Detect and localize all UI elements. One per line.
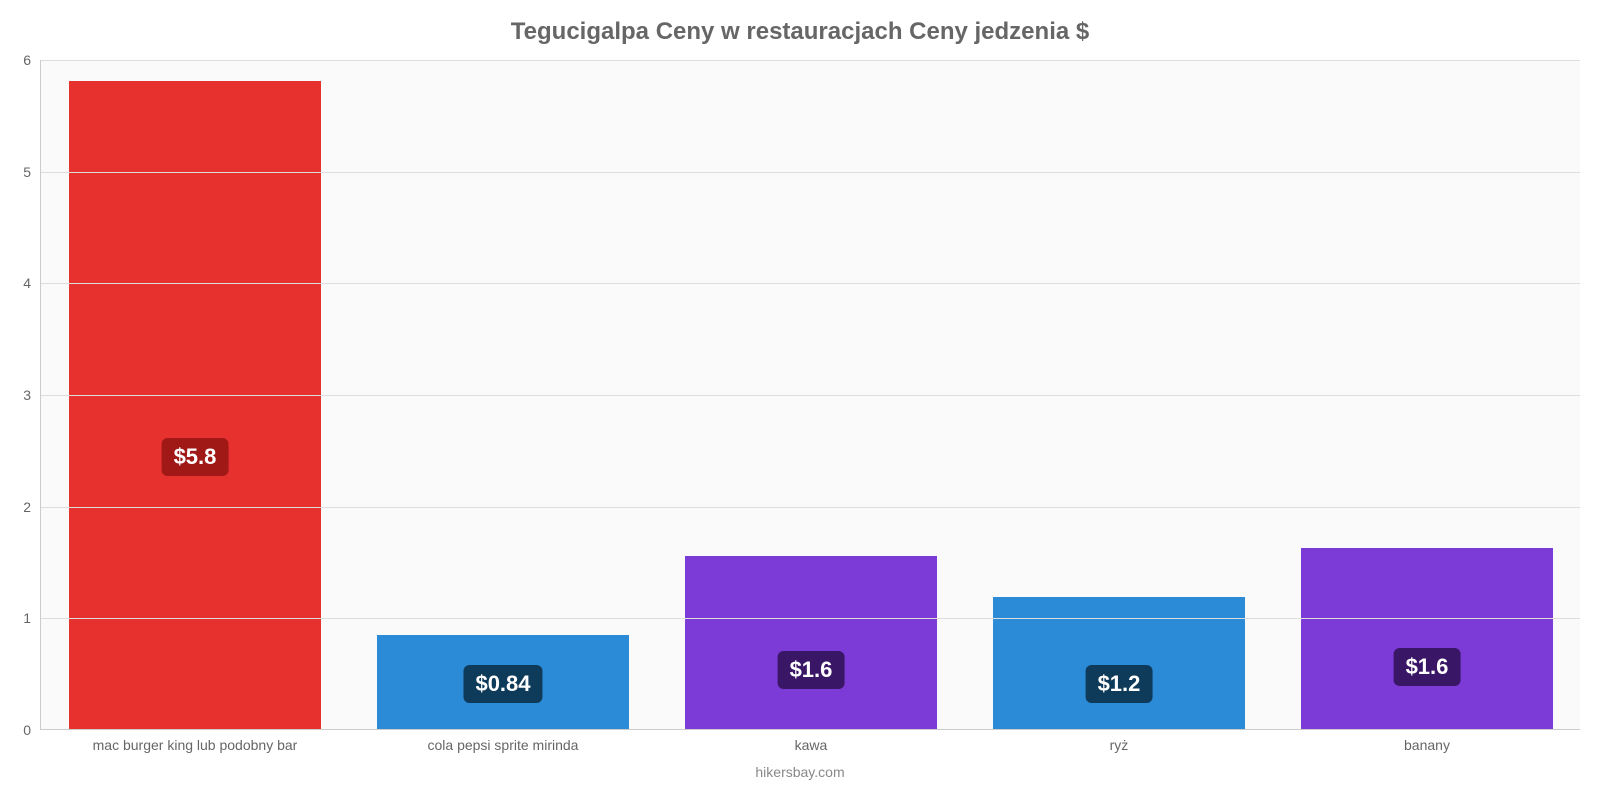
- value-badge: $5.8: [162, 438, 229, 476]
- value-badge: $1.6: [778, 651, 845, 689]
- value-badge: $1.6: [1394, 648, 1461, 686]
- y-tick-label: 6: [23, 52, 41, 68]
- bar: $0.84cola pepsi sprite mirinda: [377, 635, 630, 729]
- grid-line: [41, 283, 1580, 284]
- bar: $1.6kawa: [685, 556, 938, 729]
- grid-line: [41, 507, 1580, 508]
- bar: $1.6banany: [1301, 548, 1554, 729]
- grid-line: [41, 60, 1580, 61]
- value-badge: $0.84: [463, 665, 542, 703]
- y-tick-label: 1: [23, 610, 41, 626]
- x-tick-label: banany: [1277, 729, 1577, 753]
- source-label: hikersbay.com: [0, 764, 1600, 780]
- y-tick-label: 0: [23, 722, 41, 738]
- x-tick-label: ryż: [969, 729, 1269, 753]
- plot-area: $5.8mac burger king lub podobny bar $0.84…: [40, 60, 1580, 730]
- y-tick-label: 3: [23, 387, 41, 403]
- y-tick-label: 2: [23, 499, 41, 515]
- grid-line: [41, 395, 1580, 396]
- x-tick-label: kawa: [661, 729, 961, 753]
- grid-line: [41, 172, 1580, 173]
- x-tick-label: mac burger king lub podobny bar: [45, 729, 345, 753]
- bar: $1.2ryż: [993, 597, 1246, 729]
- y-tick-label: 5: [23, 164, 41, 180]
- x-tick-label: cola pepsi sprite mirinda: [353, 729, 653, 753]
- price-chart: Tegucigalpa Ceny w restauracjach Ceny je…: [0, 0, 1600, 800]
- bar: $5.8mac burger king lub podobny bar: [69, 81, 322, 729]
- grid-line: [41, 618, 1580, 619]
- y-tick-label: 4: [23, 275, 41, 291]
- value-badge: $1.2: [1086, 665, 1153, 703]
- chart-title: Tegucigalpa Ceny w restauracjach Ceny je…: [0, 18, 1600, 46]
